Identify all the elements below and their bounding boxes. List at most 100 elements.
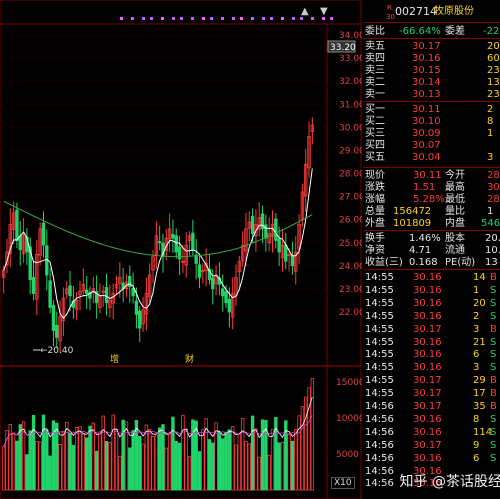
tick-row[interactable]: 14:56 30.16 6 S	[363, 453, 500, 464]
fundamental-row[interactable]: 净资 4.71 流通 10.	[363, 245, 500, 256]
volume-bar	[48, 455, 52, 491]
bid-price: 30.09	[412, 128, 441, 139]
candle-body	[260, 213, 265, 230]
volume-tick-label: 5000	[336, 450, 359, 460]
quote-row[interactable]: 涨跌 1.51 最高 30	[363, 182, 500, 193]
candle-body	[51, 304, 56, 331]
zoom-label[interactable]: X10	[331, 477, 355, 489]
tick-row[interactable]: 14:55 30.16 21 S	[363, 337, 500, 348]
volume-bar	[264, 419, 268, 491]
volume-bar	[151, 436, 155, 491]
weibi-row: 委比 -66.64% 委差 -22	[363, 26, 500, 37]
ask-row[interactable]: 卖二 30.14 13	[363, 77, 500, 88]
fund-value-2: 13	[485, 257, 498, 268]
event-markers	[120, 17, 333, 20]
tick-time: 14:56	[365, 439, 394, 451]
event-marker-dot	[202, 17, 205, 20]
tick-row[interactable]: 14:56 30.17 9 S	[363, 440, 500, 451]
tick-row[interactable]: 14:55 30.16 3 S	[363, 362, 500, 373]
tick-row[interactable]: 14:55 30.17 3 B	[363, 324, 500, 335]
bid-label: 买三	[365, 128, 385, 139]
tick-row[interactable]: 14:55 30.17 17 B	[363, 388, 500, 399]
volume-bar	[68, 432, 72, 491]
price-tick-label: 26.00	[339, 216, 362, 226]
tick-price: 30.16	[413, 310, 442, 322]
ask-row[interactable]: 卖一 30.13 23	[363, 89, 500, 100]
volume-tick-label: 10000	[336, 414, 362, 424]
tick-volume: 2	[473, 310, 480, 322]
tick-row[interactable]: 14:55 30.16 1 S	[363, 285, 500, 296]
ask-row[interactable]: 卖四 30.16 60	[363, 53, 500, 64]
quote-row[interactable]: 涨幅 5.28% 最低 28	[363, 194, 500, 205]
tick-row[interactable]: 14:56 30.16 114 S	[363, 427, 500, 438]
candle-body	[88, 291, 92, 299]
candle-body	[65, 288, 69, 295]
tick-time: 14:56	[365, 452, 394, 464]
volume-bar	[294, 429, 298, 491]
tick-row[interactable]: 14:55 30.16 14 B	[363, 272, 500, 283]
volume-bar	[280, 441, 285, 491]
arrow-up-icon[interactable]: ▲	[301, 6, 309, 17]
tick-time: 14:55	[365, 336, 394, 348]
low-price-label: ←20.40	[33, 346, 74, 356]
candle-body	[61, 297, 66, 322]
candle-body	[184, 244, 188, 266]
volume-bar	[35, 441, 39, 491]
tick-volume: 21	[473, 336, 486, 348]
tick-row[interactable]: 14:56 30.16	[363, 478, 500, 489]
bid-row[interactable]: 买三 30.09 1	[363, 128, 500, 139]
ask-row[interactable]: 卖三 30.15 23	[363, 65, 500, 76]
tick-row[interactable]: 14:55 30.16 6 S	[363, 349, 500, 360]
candle-body	[35, 253, 39, 300]
tick-row[interactable]: 14:55 30.16 20 S	[363, 298, 500, 309]
fundamental-row[interactable]: 收益(三) 0.168 PE(动) 13	[363, 257, 500, 268]
bid-row[interactable]: 买二 30.10 8	[363, 116, 500, 127]
tick-row[interactable]: 14:55 30.16 2 S	[363, 311, 500, 322]
quote-row[interactable]: 外盘 101809 内盘 546	[363, 218, 500, 229]
volume-bar	[207, 439, 212, 491]
tick-row[interactable]: 14:56 30.16 8 S	[363, 414, 500, 425]
bid-row[interactable]: 买四 30.07	[363, 140, 500, 151]
bid-row[interactable]: 买一 30.11 2	[363, 104, 500, 115]
event-marker-dot	[292, 17, 295, 20]
kline-chart-area[interactable]: ▲ ▼ 34.00 33.00 32.00 31.00 30.00 29.00 28.00 2…	[0, 0, 362, 499]
bid-volume: 1	[487, 128, 494, 139]
bid-row[interactable]: 买五 30.04 3	[363, 152, 500, 163]
tick-direction: S	[490, 336, 497, 348]
candle-body	[28, 246, 32, 281]
tick-price: 30.17	[413, 388, 442, 400]
volume-bar	[287, 434, 291, 491]
candle-body	[151, 256, 155, 271]
tick-row[interactable]: 14:55 30.17 29 B	[363, 375, 500, 386]
quote-row[interactable]: 总量 156472 量比 1	[363, 206, 500, 217]
tick-direction: S	[490, 284, 497, 296]
quote-value: 5.28%	[413, 194, 445, 205]
tick-direction: S	[490, 297, 497, 309]
stock-code[interactable]: 002714	[395, 5, 437, 18]
volume-bar	[250, 415, 255, 491]
arrow-down-icon[interactable]: ▼	[320, 6, 328, 17]
tick-row[interactable]: 14:56 30.17 35 B	[363, 401, 500, 412]
quote-row[interactable]: 现价 30.11 今开 28	[363, 170, 500, 181]
candle-body	[224, 291, 228, 304]
tick-price: 30.16	[413, 452, 442, 464]
tick-time: 14:56	[365, 478, 394, 490]
tick-direction: B	[490, 272, 497, 283]
quote-label-2: 今开	[445, 170, 465, 181]
tick-volume: 6	[473, 452, 480, 464]
volume-bar	[18, 424, 22, 491]
candle-body	[267, 233, 271, 244]
bid-label: 买二	[365, 116, 385, 127]
volume-bar	[141, 443, 145, 491]
fundamental-row[interactable]: 换手 1.46% 股本 20.	[363, 233, 500, 244]
tick-volume: 1	[473, 284, 480, 296]
quote-value-2: 1	[487, 206, 494, 217]
ask-volume: 13	[487, 77, 500, 88]
candle-body	[154, 235, 159, 256]
event-marker-dot	[322, 17, 325, 20]
tick-price: 30.17	[413, 439, 442, 451]
tick-direction: S	[490, 439, 497, 451]
stock-name[interactable]: 牧原股份	[434, 6, 474, 17]
ask-row[interactable]: 卖五 30.17 20	[363, 41, 500, 52]
tick-row[interactable]: 14:56 30.16	[363, 466, 500, 477]
